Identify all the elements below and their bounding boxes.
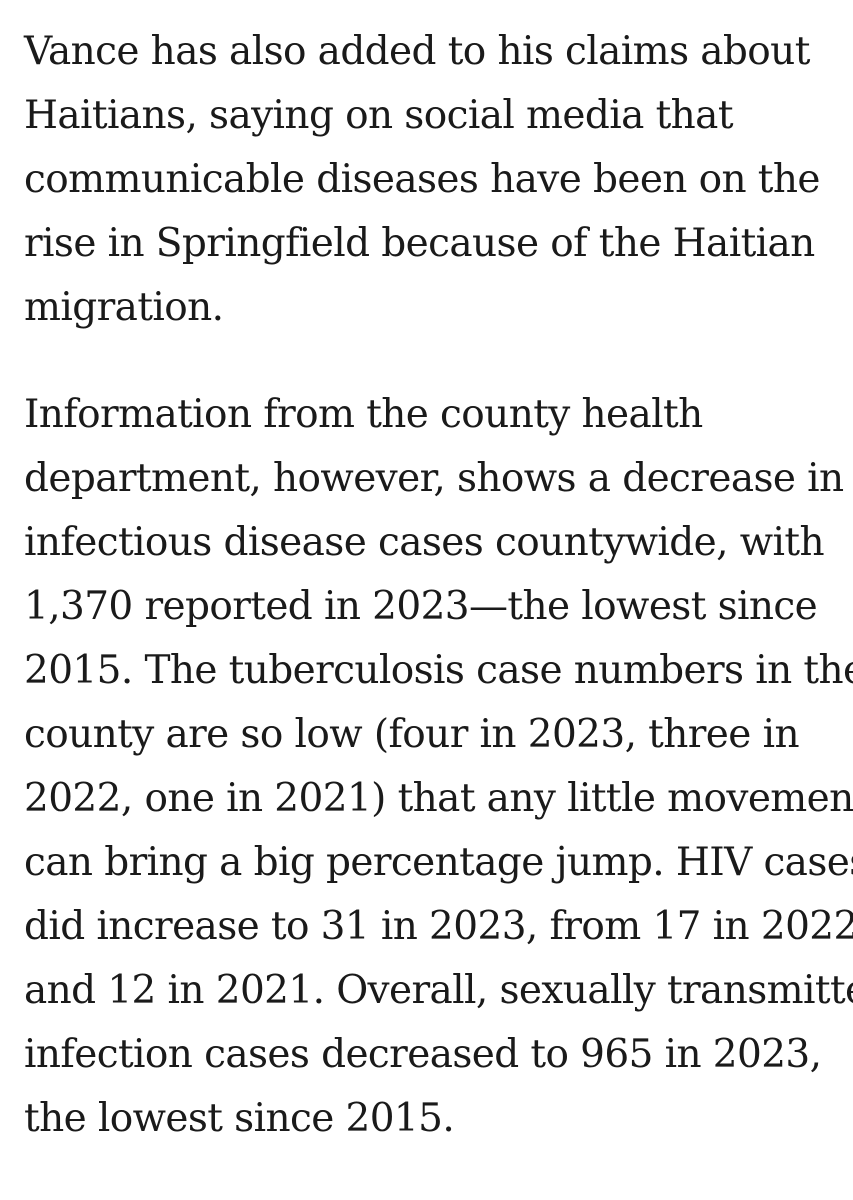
text-line: the lowest since 2015. [24,1096,455,1141]
text-line: Vance has also added to his claims about [24,29,810,74]
text-line: department, however, shows a decrease in [24,456,844,501]
text-line: 1,370 reported in 2023—the lowest since [24,584,818,629]
text-line: county are so low (four in 2023, three i… [24,712,800,757]
text-line: infectious disease cases countywide, wit… [24,520,825,565]
text-line: can bring a big percentage jump. HIV cas… [24,840,853,885]
text-line: infection cases decreased to 965 in 2023… [24,1032,822,1077]
text-line: communicable diseases have been on the [24,157,820,202]
text-line: migration. [24,285,224,330]
text-line: did increase to 31 in 2023, from 17 in 2… [24,904,853,949]
text-line: rise in Springfield because of the Haiti… [24,221,815,266]
article-body: Vance has also added to his claims about… [24,20,853,1151]
paragraph-health-department-data: Information from the county health depar… [24,383,853,1151]
text-line: 2022, one in 2021) that any little movem… [24,776,853,821]
text-line: Haitians, saying on social media that [24,93,734,138]
paragraph-spacer [24,340,844,383]
text-line: and 12 in 2021. Overall, sexually transm… [24,968,853,1013]
paragraph-vance-claims: Vance has also added to his claims about… [24,20,844,340]
text-line: Information from the county health [24,392,703,437]
text-line: 2015. The tuberculosis case numbers in t… [24,648,853,693]
